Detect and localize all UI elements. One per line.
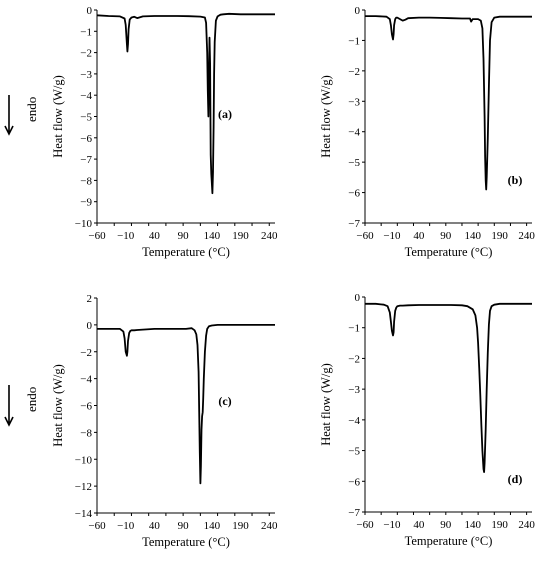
chart-panel-d: 0 −1 −2 −3 −4 −5 −6 −7−60 −10 40 90 140 190 240 Temper… xyxy=(319,292,535,548)
panel-label: (a) xyxy=(218,107,232,121)
x-tick-label: 140 xyxy=(204,230,221,242)
y-tick-label: 0 xyxy=(355,292,361,304)
series-line xyxy=(365,302,532,473)
y-tick-label: −3 xyxy=(348,96,360,108)
y-tick-label: −3 xyxy=(80,69,92,81)
endo-marker-bottom: endo xyxy=(4,385,39,427)
y-axis-title: Heat flow (W/g) xyxy=(319,75,333,158)
series-line xyxy=(96,12,275,195)
y-tick-label: −8 xyxy=(80,427,92,439)
x-tick-label: 40 xyxy=(149,520,161,532)
y-tick-label: −12 xyxy=(75,481,92,493)
y-tick-label: −2 xyxy=(348,353,360,365)
x-tick-label: 40 xyxy=(413,230,425,242)
x-tick-label: 190 xyxy=(491,230,508,242)
y-tick-label: −6 xyxy=(80,133,92,145)
chart-panel-b: 0 −1 −2 −3 −4 −5 −6 −7−60 −10 40 90 140 190 240 Temper… xyxy=(319,5,535,259)
chart-panel-c: 2 0 −2 −4 −6 −8 −10 −12 −14−60 −10 40 90 140 190 240 Te… xyxy=(51,293,278,549)
x-axis-title: Temperature (°C) xyxy=(405,534,493,548)
y-tick-label: 2 xyxy=(87,293,93,305)
chart-panel-a: 0−1−2−3−4−5−6−7−8−9−10−60 −10 40 90 140 190 24… xyxy=(51,5,278,259)
y-tick-label: −4 xyxy=(80,90,92,102)
x-tick-label: 140 xyxy=(464,230,481,242)
x-tick-label: 90 xyxy=(440,519,452,531)
y-tick-label: −5 xyxy=(348,157,360,169)
y-axis-title: Heat flow (W/g) xyxy=(51,75,65,158)
panel-label: (c) xyxy=(218,394,231,408)
x-tick-label: −60 xyxy=(88,230,106,242)
x-tick-label: −60 xyxy=(356,230,374,242)
y-tick-label: −2 xyxy=(80,347,92,359)
y-tick-label: −10 xyxy=(75,454,93,466)
y-axis-title: Heat flow (W/g) xyxy=(51,364,65,447)
y-tick-label: −14 xyxy=(75,508,93,520)
y-tick-label: −6 xyxy=(80,401,92,413)
y-tick-label: −1 xyxy=(348,323,360,335)
x-tick-label: 140 xyxy=(464,519,481,531)
series-line xyxy=(365,15,532,191)
y-tick-label: 0 xyxy=(87,320,93,332)
x-tick-label: 240 xyxy=(518,230,535,242)
x-tick-label: 40 xyxy=(413,519,425,531)
x-tick-label: −10 xyxy=(117,520,135,532)
y-tick-label: −2 xyxy=(348,66,360,78)
arrow-down-icon xyxy=(4,385,14,427)
x-tick-label: 90 xyxy=(440,230,452,242)
x-tick-label: 90 xyxy=(178,520,190,532)
y-tick-label: 0 xyxy=(355,5,361,17)
panel-label: (d) xyxy=(508,472,523,486)
y-tick-label: −10 xyxy=(75,218,93,230)
x-tick-label: −60 xyxy=(88,520,106,532)
y-tick-label: −1 xyxy=(348,35,360,47)
x-tick-label: −10 xyxy=(383,230,401,242)
y-tick-label: −1 xyxy=(80,26,92,38)
y-tick-label: −3 xyxy=(348,384,360,396)
panel-label: (b) xyxy=(508,173,523,187)
series-line xyxy=(97,324,275,485)
x-tick-label: 190 xyxy=(232,520,249,532)
x-tick-label: 190 xyxy=(491,519,508,531)
y-tick-label: −5 xyxy=(80,112,92,124)
y-tick-label: −7 xyxy=(348,218,360,230)
x-axis-title: Temperature (°C) xyxy=(142,245,230,259)
x-tick-label: 90 xyxy=(178,230,190,242)
y-tick-label: −6 xyxy=(348,476,360,488)
x-tick-label: 140 xyxy=(204,520,221,532)
x-tick-label: 40 xyxy=(149,230,161,242)
x-axis-title: Temperature (°C) xyxy=(142,535,230,549)
x-tick-label: −60 xyxy=(356,519,374,531)
x-tick-label: 190 xyxy=(232,230,249,242)
x-tick-label: 240 xyxy=(261,520,278,532)
arrow-down-icon xyxy=(4,95,14,136)
y-axis-title: Heat flow (W/g) xyxy=(319,363,333,446)
x-tick-label: −10 xyxy=(117,230,135,242)
y-tick-label: −9 xyxy=(80,197,92,209)
x-axis-title: Temperature (°C) xyxy=(405,245,493,259)
y-tick-label: −7 xyxy=(348,507,360,519)
y-tick-label: −4 xyxy=(80,374,92,386)
y-tick-label: −6 xyxy=(348,188,360,200)
endo-marker-top: endo xyxy=(4,95,39,136)
x-tick-label: −10 xyxy=(383,519,401,531)
y-tick-label: −2 xyxy=(80,48,92,60)
endo-label: endo xyxy=(24,387,39,412)
y-tick-label: −8 xyxy=(80,175,92,187)
y-tick-label: −4 xyxy=(348,415,360,427)
x-tick-label: 240 xyxy=(261,230,278,242)
x-tick-label: 240 xyxy=(518,519,535,531)
y-tick-label: −4 xyxy=(348,127,360,139)
endo-label: endo xyxy=(24,97,39,122)
y-tick-label: −5 xyxy=(348,446,360,458)
y-tick-label: −7 xyxy=(80,154,92,166)
y-tick-label: 0 xyxy=(87,5,93,17)
